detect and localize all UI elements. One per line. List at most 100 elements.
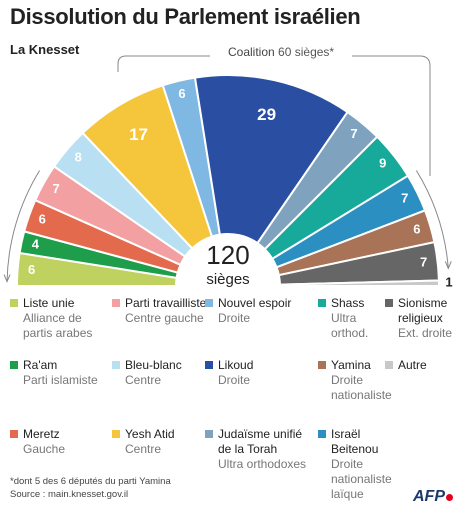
legend-item: Israël Beitenou Droite nationaliste laïqu… [318, 427, 392, 502]
legend-text: Yesh Atid Centre [125, 427, 175, 457]
footnote: *dont 5 des 6 députés du parti Yamina [10, 476, 171, 487]
legend-name: Ra'am [23, 358, 58, 372]
legend-desc: Ultra orthod. [331, 311, 369, 340]
value-label: 6 [39, 212, 46, 227]
legend-name: Meretz [23, 427, 60, 441]
legend-desc: Gauche [23, 442, 66, 456]
legend-desc: Droite nationaliste [331, 373, 392, 402]
value-label: 7 [420, 254, 427, 269]
semicircle-chart: 6 4 6 7 8 17 6 29 7 9 7 6 7 1 120 sièges [3, 55, 453, 300]
legend-swatch [10, 299, 18, 307]
legend-item: Meretz Gauche [10, 427, 106, 457]
legend-text: Yamina Droite nationaliste [331, 358, 392, 403]
legend-desc: Ext. droite [398, 326, 453, 340]
legend-item: Liste unie Alliance de partis arabes [10, 296, 106, 341]
chart-title: Dissolution du Parlement israélien [10, 4, 361, 29]
footnote-block: *dont 5 des 6 députés du parti Yamina So… [10, 475, 171, 501]
legend-desc: Ultra orthodoxes [218, 457, 307, 471]
legend-swatch [318, 361, 326, 369]
legend-name: Israël Beitenou [331, 427, 379, 456]
legend-desc: Droite [218, 311, 251, 325]
legend-text: Nouvel espoir Droite [218, 296, 291, 326]
legend-swatch [10, 430, 18, 438]
legend-text: Israël Beitenou Droite nationaliste laïqu… [331, 427, 392, 502]
legend-swatch [112, 430, 120, 438]
legend-desc: Centre gauche [125, 311, 204, 325]
value-label: 7 [53, 181, 60, 196]
legend-desc: Alliance de partis arabes [23, 311, 93, 340]
legend-text: Autre [398, 358, 427, 373]
value-label: 29 [257, 105, 276, 124]
legend-text: Shass Ultra orthod. [331, 296, 386, 341]
legend-name: Judaïsme unifié de la Torah [218, 427, 303, 456]
legend-item: Parti travailliste Centre gauche [112, 296, 208, 326]
value-label: 8 [75, 149, 82, 164]
value-label: 4 [32, 236, 40, 251]
value-label: 7 [401, 190, 408, 205]
center-total: 120 [206, 240, 249, 270]
value-label: 6 [178, 86, 185, 101]
legend-desc: Parti islamiste [23, 373, 98, 387]
coalition-arc-right [415, 170, 449, 269]
legend-desc: Droite nationaliste laïque [331, 457, 392, 501]
coalition-label: Coalition 60 sièges* [226, 45, 337, 59]
legend-text: Sionisme religieux Ext. droite [398, 296, 459, 341]
legend-item: Ra'am Parti islamiste [10, 358, 106, 388]
legend-swatch [205, 299, 213, 307]
value-label: 6 [28, 262, 35, 277]
legend-item: Yesh Atid Centre [112, 427, 208, 457]
legend: Liste unie Alliance de partis arabes Parti… [0, 296, 461, 501]
legend-swatch [318, 299, 326, 307]
center-unit: sièges [206, 271, 249, 288]
value-label: 9 [379, 155, 386, 170]
legend-name: Sionisme religieux [398, 296, 448, 325]
legend-name: Likoud [218, 358, 254, 372]
legend-desc: Centre [125, 373, 162, 387]
legend-name: Nouvel espoir [218, 296, 292, 310]
coalition-bracket [3, 55, 452, 283]
legend-swatch [385, 361, 393, 369]
coalition-bracket-left [117, 55, 210, 72]
afp-logo-dot [446, 493, 453, 501]
value-label: 17 [129, 125, 148, 144]
arrow-right [444, 261, 452, 270]
legend-desc: Centre [125, 442, 162, 456]
value-label: 6 [413, 221, 420, 236]
legend-text: Meretz Gauche [23, 427, 65, 457]
legend-swatch [205, 361, 213, 369]
opposition-arc-left [6, 170, 41, 282]
coalition-count: 60 sièges* [278, 45, 335, 59]
value-label: 1 [445, 275, 452, 290]
legend-item: Yamina Droite nationaliste [318, 358, 392, 403]
legend-name: Autre [398, 358, 427, 372]
chart-subtitle: La Knesset [10, 42, 80, 57]
legend-swatch [318, 430, 326, 438]
value-label-group: 6 4 6 7 8 17 6 29 7 9 7 6 7 1 [28, 86, 453, 290]
source: Source : main.knesset.gov.il [10, 489, 129, 500]
legend-swatch [205, 430, 213, 438]
legend-name: Yesh Atid [125, 427, 175, 441]
legend-name: Yamina [331, 358, 371, 372]
legend-name: Shass [331, 296, 365, 310]
legend-name: Parti travailliste [125, 296, 207, 310]
legend-item: Likoud Droite [205, 358, 315, 388]
legend-item: Bleu-blanc Centre [112, 358, 208, 388]
legend-text: Parti travailliste Centre gauche [125, 296, 206, 326]
legend-text: Likoud Droite [218, 358, 253, 388]
coalition-text: Coalition [228, 45, 275, 59]
legend-name: Bleu-blanc [125, 358, 182, 372]
afp-logo-text: AFP [413, 488, 445, 505]
legend-text: Bleu-blanc Centre [125, 358, 182, 388]
value-label: 7 [350, 126, 357, 141]
legend-item: Sionisme religieux Ext. droite [385, 296, 459, 341]
legend-swatch [112, 361, 120, 369]
legend-desc: Droite [218, 373, 251, 387]
slice-group [15, 74, 441, 287]
legend-item: Autre [385, 358, 459, 373]
legend-item: Nouvel espoir Droite [205, 296, 315, 326]
legend-name: Liste unie [23, 296, 75, 310]
legend-swatch [112, 299, 120, 307]
legend-item: Judaïsme unifié de la Torah Ultra orthodo… [205, 427, 315, 472]
legend-text: Ra'am Parti islamiste [23, 358, 98, 388]
center-hole [176, 234, 280, 300]
